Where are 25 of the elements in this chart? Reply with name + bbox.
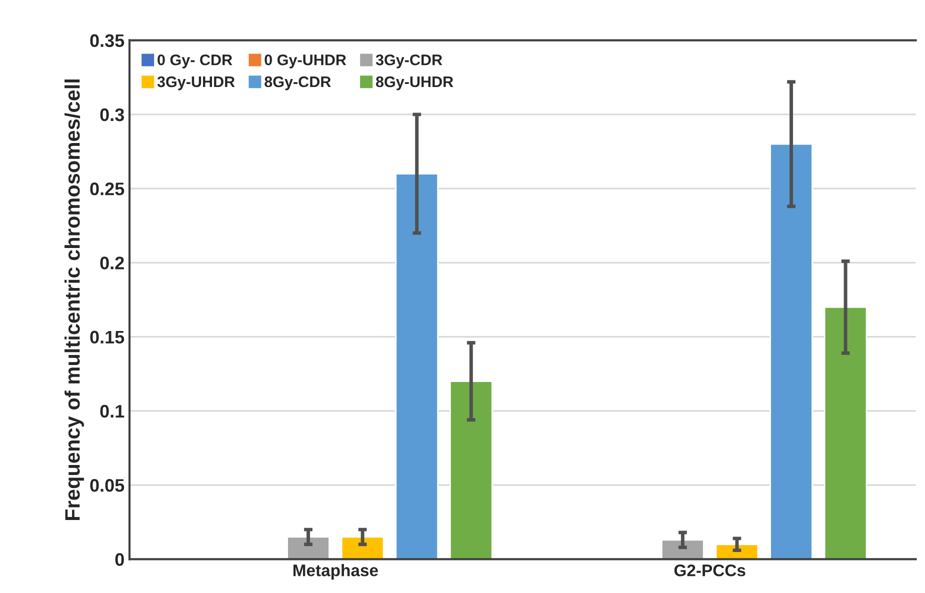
y-tick-label: 0.1 (100, 404, 124, 418)
bar (340, 536, 384, 560)
bar (286, 536, 330, 560)
y-tick-label: 0.05 (90, 479, 124, 492)
legend-label: 3Gy-UHDR (157, 76, 235, 90)
x-tick-label: G2-PCCs (674, 564, 746, 576)
bar (824, 306, 868, 560)
legend-label: 8Gy-UHDR (376, 76, 454, 90)
bar (449, 380, 493, 560)
bar (395, 173, 439, 560)
legend-label: 8Gy-CDR (264, 76, 331, 90)
bar (770, 143, 813, 560)
y-axis-title: Frequency of multicentric chromosomes/cell (64, 80, 84, 520)
y-tick-label: 0.3 (100, 108, 124, 122)
y-tick-label: 0.25 (90, 182, 124, 196)
bar (715, 544, 759, 560)
legend-label: 0 Gy-UHDR (264, 54, 346, 68)
y-tick-label: 0.15 (90, 330, 124, 344)
y-tick-label: 0.2 (100, 256, 124, 270)
legend-label: 3Gy-CDR (376, 54, 442, 68)
legend-label: 0 Gy- CDR (158, 54, 232, 68)
y-tick-label: 0 (115, 553, 124, 566)
x-tick-label: Metaphase (293, 564, 378, 580)
bar (661, 539, 704, 560)
y-tick-label: 0.35 (90, 34, 124, 48)
